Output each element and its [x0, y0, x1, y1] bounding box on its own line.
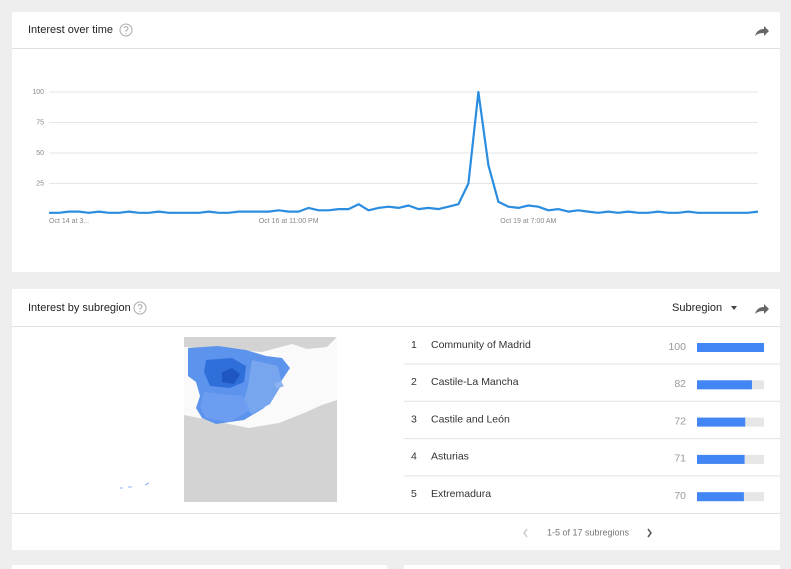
share-icon[interactable] — [755, 304, 769, 314]
y-tick-label: 25 — [36, 180, 44, 187]
x-tick-label: Oct 16 at 11:00 PM — [259, 218, 319, 225]
card-title: Interest over time — [28, 24, 113, 36]
bar — [697, 417, 746, 427]
x-tick-label: Oct 14 at 3... — [49, 218, 89, 225]
next-page[interactable] — [647, 528, 652, 538]
y-tick-label: 75 — [36, 119, 44, 126]
value-label: 72 — [674, 415, 686, 427]
help-icon[interactable] — [133, 301, 147, 315]
subregion-name: Asturias — [431, 451, 469, 463]
value-label: 100 — [668, 341, 686, 353]
rank: 2 — [411, 376, 417, 388]
y-tick-label: 50 — [36, 150, 44, 157]
card-partial — [12, 565, 387, 569]
bar — [697, 380, 752, 390]
rank: 3 — [411, 413, 417, 425]
subregion-name: Castile and León — [431, 413, 510, 425]
prev-page[interactable] — [523, 528, 528, 538]
map — [120, 337, 337, 502]
card-partial — [404, 565, 780, 569]
rank: 1 — [411, 339, 417, 351]
value-label: 71 — [674, 453, 686, 465]
rank: 4 — [411, 451, 417, 463]
subregion-name: Extremadura — [431, 488, 491, 500]
y-tick-label: 100 — [32, 89, 44, 96]
subregion-name: Community of Madrid — [431, 339, 531, 351]
subregion-name: Castile-La Mancha — [431, 376, 519, 388]
value-label: 70 — [674, 490, 686, 502]
value-label: 82 — [674, 378, 686, 390]
bar — [697, 454, 745, 464]
card-title: Interest by subregion — [28, 302, 131, 314]
rank: 5 — [411, 488, 417, 500]
bar — [697, 343, 764, 352]
help-icon[interactable] — [119, 23, 133, 37]
pagination-label: 1-5 of 17 subregions — [547, 527, 630, 537]
subregion-selector[interactable]: Subregion — [672, 302, 722, 314]
share-icon[interactable] — [755, 26, 769, 36]
card-interest-by-subregion — [12, 289, 780, 550]
dropdown-arrow[interactable] — [731, 306, 737, 310]
card-interest-over-time — [12, 12, 780, 272]
x-tick-label: Oct 19 at 7:00 AM — [500, 218, 556, 225]
line-series — [49, 90, 759, 214]
bar — [697, 492, 744, 502]
